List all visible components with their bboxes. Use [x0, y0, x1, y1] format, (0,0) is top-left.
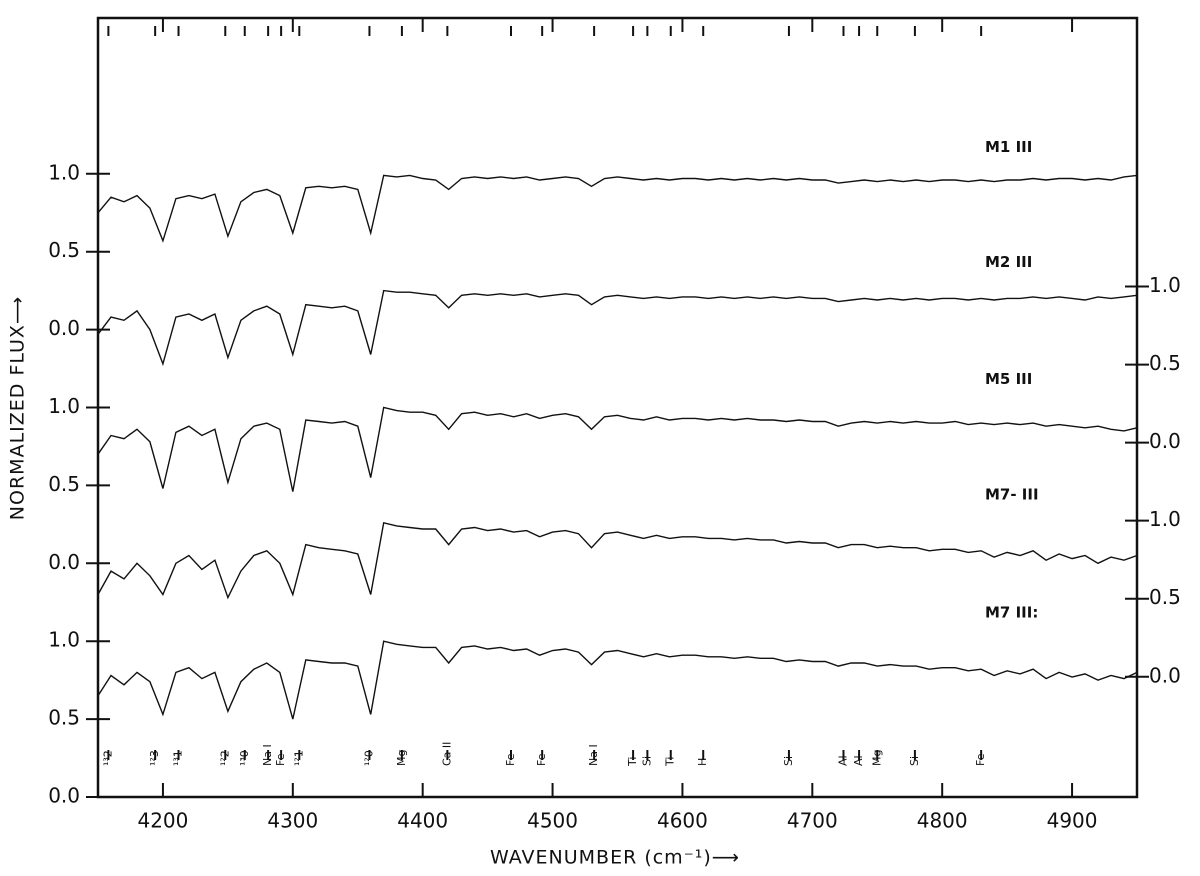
x-tick-label: 4300 [267, 809, 318, 833]
y2-tick-label: 1.0 [1149, 273, 1181, 297]
y-tick-label: 0.0 [48, 550, 80, 574]
spectrum-line [97, 521, 1138, 600]
spectrum-line [97, 640, 1138, 720]
line-id-label: Na I [261, 744, 274, 766]
line-id-label: H [696, 758, 709, 766]
line-id-label: Al [836, 755, 849, 766]
line-id-label: Na I [587, 744, 600, 766]
line-id-label: Si [908, 756, 921, 766]
y2-tick-label: 0.0 [1149, 429, 1181, 453]
line-id-label: Si [640, 756, 653, 766]
line-id-label: ¹³2 [101, 750, 114, 766]
x-tick-label: 4200 [137, 809, 188, 833]
y2-tick-label: 0.5 [1149, 351, 1181, 375]
line-id-label: ¹²0 [362, 750, 375, 766]
line-id-label: Fe [535, 753, 548, 766]
y2-tick-label: 0.0 [1149, 663, 1181, 687]
y-tick-label: 0.0 [48, 316, 80, 340]
series-label: M5 III [985, 370, 1032, 388]
line-id-label: Si [782, 756, 795, 766]
line-id-label: Fe [274, 753, 287, 766]
series-label: M2 III [985, 253, 1032, 271]
y-tick-label: 1.0 [48, 628, 80, 652]
line-id-label: ¹²3 [148, 750, 161, 766]
y-tick-label: 0.0 [48, 784, 80, 808]
x-tick-label: 4600 [657, 809, 708, 833]
line-id-label: Al [852, 755, 865, 766]
y-tick-label: 0.5 [48, 472, 80, 496]
x-tick-label: 4400 [397, 809, 448, 833]
line-id-label: ¹³0 [238, 750, 251, 766]
y-axis-label: NORMALIZED FLUX⟶ [7, 296, 29, 520]
y-tick-label: 0.5 [48, 706, 80, 730]
x-tick-label: 4500 [527, 809, 578, 833]
line-id-label: ¹³1 [172, 750, 185, 766]
x-tick-label: 4800 [917, 809, 968, 833]
line-id-label: Ti [664, 757, 677, 767]
y2-tick-label: 1.0 [1149, 507, 1181, 531]
series-label: M7 III: [985, 604, 1038, 622]
line-id-label: Ca II [440, 742, 453, 766]
y-tick-label: 1.0 [48, 160, 80, 184]
y-tick-label: 0.5 [48, 238, 80, 262]
line-id-label: Fe [974, 753, 987, 766]
spectrum-line [97, 174, 1138, 243]
x-axis-label: WAVENUMBER (cm⁻¹)⟶ [490, 847, 740, 869]
line-id-label: Ti [626, 757, 639, 767]
line-id-label: Mg [395, 750, 408, 766]
plot-frame [96, 16, 1139, 799]
line-id-label: Mg [870, 750, 883, 766]
x-tick-label: 4900 [1047, 809, 1098, 833]
y-tick-label: 1.0 [48, 394, 80, 418]
spectrum-line [97, 289, 1138, 367]
line-id-label: Fe [504, 753, 517, 766]
line-id-label: ¹²1 [292, 750, 305, 766]
y2-tick-label: 0.5 [1149, 585, 1181, 609]
series-label: M1 III [985, 138, 1032, 156]
line-id-label: ¹²2 [218, 750, 231, 766]
series-label: M7- III [985, 485, 1039, 503]
x-tick-label: 4700 [787, 809, 838, 833]
spectrum-line [97, 406, 1138, 492]
